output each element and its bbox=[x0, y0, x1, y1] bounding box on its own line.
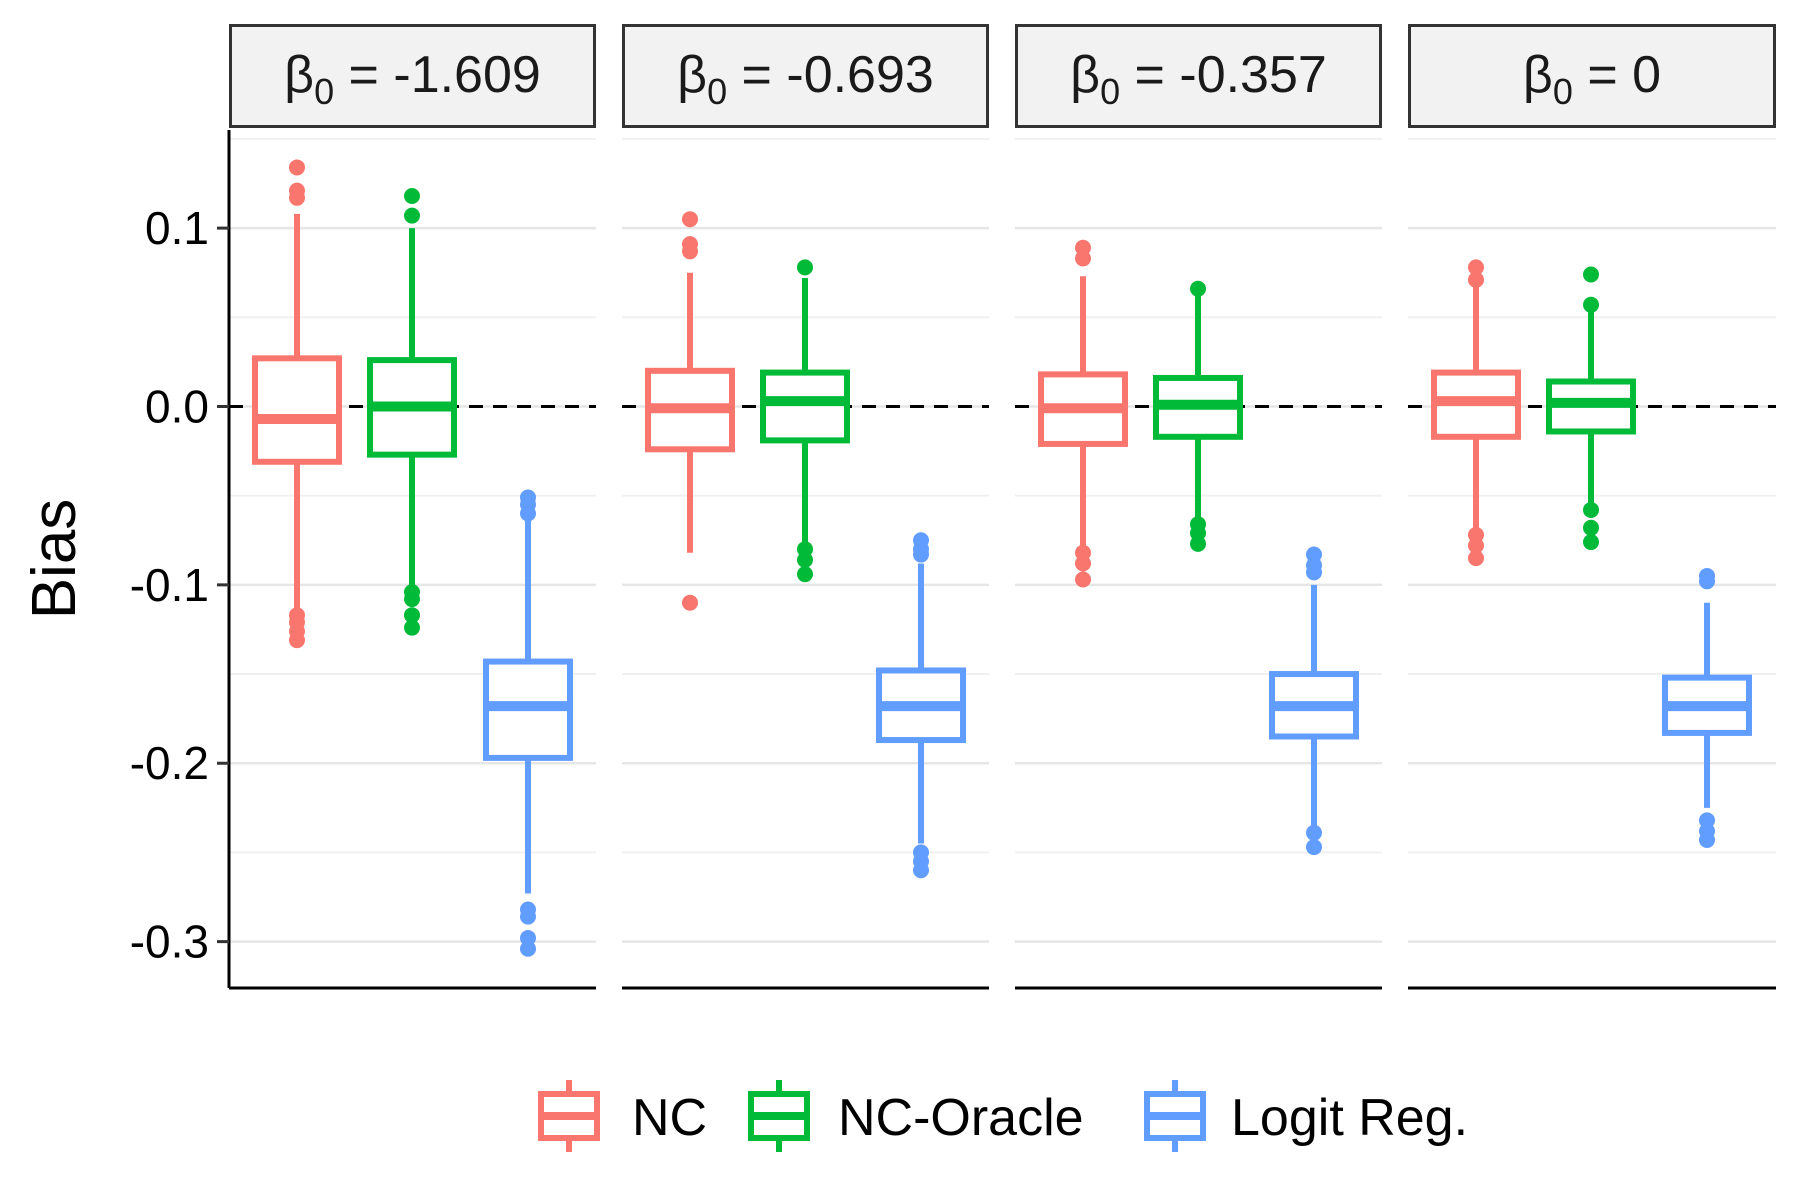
panel-strip-label: β0 = -0.357 bbox=[1070, 46, 1327, 112]
outlier-point-logit-reg bbox=[1699, 831, 1715, 848]
outlier-point-nc-oracle bbox=[404, 607, 420, 624]
y-tick-label: -0.3 bbox=[130, 916, 209, 968]
outlier-point-nc-oracle bbox=[404, 591, 420, 608]
outlier-point-logit-reg bbox=[520, 908, 536, 925]
outlier-point-nc bbox=[1468, 537, 1484, 554]
outlier-point-nc bbox=[682, 211, 698, 228]
y-tick-label: 0.0 bbox=[145, 380, 209, 432]
outlier-point-logit-reg bbox=[913, 862, 929, 879]
outlier-point-nc bbox=[682, 594, 698, 611]
outlier-point-nc bbox=[1075, 555, 1091, 572]
box-nc-oracle bbox=[760, 369, 850, 444]
outlier-point-nc-oracle bbox=[797, 551, 813, 568]
outlier-point-nc bbox=[289, 632, 305, 649]
outlier-point-nc bbox=[1075, 250, 1091, 267]
panel-strip bbox=[1015, 24, 1382, 128]
y-tick-label: -0.1 bbox=[130, 559, 209, 611]
outlier-point-nc-oracle bbox=[404, 207, 420, 224]
outlier-point-logit-reg bbox=[1699, 573, 1715, 590]
outlier-point-nc-oracle bbox=[1583, 501, 1599, 518]
legend-label-nc: NC bbox=[632, 1089, 707, 1147]
outlier-point-nc bbox=[289, 189, 305, 206]
panel-strip-label: β0 = -0.693 bbox=[677, 46, 934, 112]
panel-strip-label: β0 = -1.609 bbox=[284, 46, 541, 112]
outlier-point-nc bbox=[1468, 550, 1484, 567]
panel-strip bbox=[1408, 24, 1776, 128]
outlier-point-nc bbox=[289, 159, 305, 176]
box-nc bbox=[252, 355, 342, 465]
outlier-point-nc-oracle bbox=[404, 619, 420, 636]
outlier-point-logit-reg bbox=[1306, 564, 1322, 581]
outlier-point-nc bbox=[1468, 259, 1484, 276]
outlier-point-logit-reg bbox=[913, 546, 929, 563]
y-axis-title: Bias bbox=[20, 499, 89, 620]
outlier-point-nc bbox=[1468, 271, 1484, 288]
y-tick-label: 0.1 bbox=[145, 202, 209, 254]
outlier-point-nc-oracle bbox=[1583, 534, 1599, 551]
outlier-point-nc bbox=[682, 243, 698, 260]
outlier-point-logit-reg bbox=[1306, 839, 1322, 856]
outlier-point-nc-oracle bbox=[1583, 296, 1599, 313]
legend-label-logit-reg: Logit Reg. bbox=[1231, 1089, 1468, 1147]
panel-strip bbox=[229, 24, 596, 128]
legend-label-nc-oracle: NC-Oracle bbox=[838, 1089, 1084, 1147]
outlier-point-nc-oracle bbox=[797, 259, 813, 276]
outlier-point-nc-oracle bbox=[404, 188, 420, 204]
outlier-point-nc bbox=[1075, 571, 1091, 588]
outlier-point-logit-reg bbox=[520, 940, 536, 957]
outlier-point-logit-reg bbox=[1306, 824, 1322, 841]
outlier-point-logit-reg bbox=[520, 505, 536, 522]
outlier-point-nc-oracle bbox=[797, 566, 813, 583]
outlier-point-nc-oracle bbox=[1190, 280, 1206, 297]
outlier-point-nc-oracle bbox=[1583, 266, 1599, 283]
panel-strip-label: β0 = 0 bbox=[1523, 46, 1661, 112]
panel-strip bbox=[622, 24, 989, 128]
outlier-point-nc-oracle bbox=[1583, 519, 1599, 536]
y-tick-label: -0.2 bbox=[130, 737, 209, 789]
outlier-point-nc-oracle bbox=[1190, 535, 1206, 552]
